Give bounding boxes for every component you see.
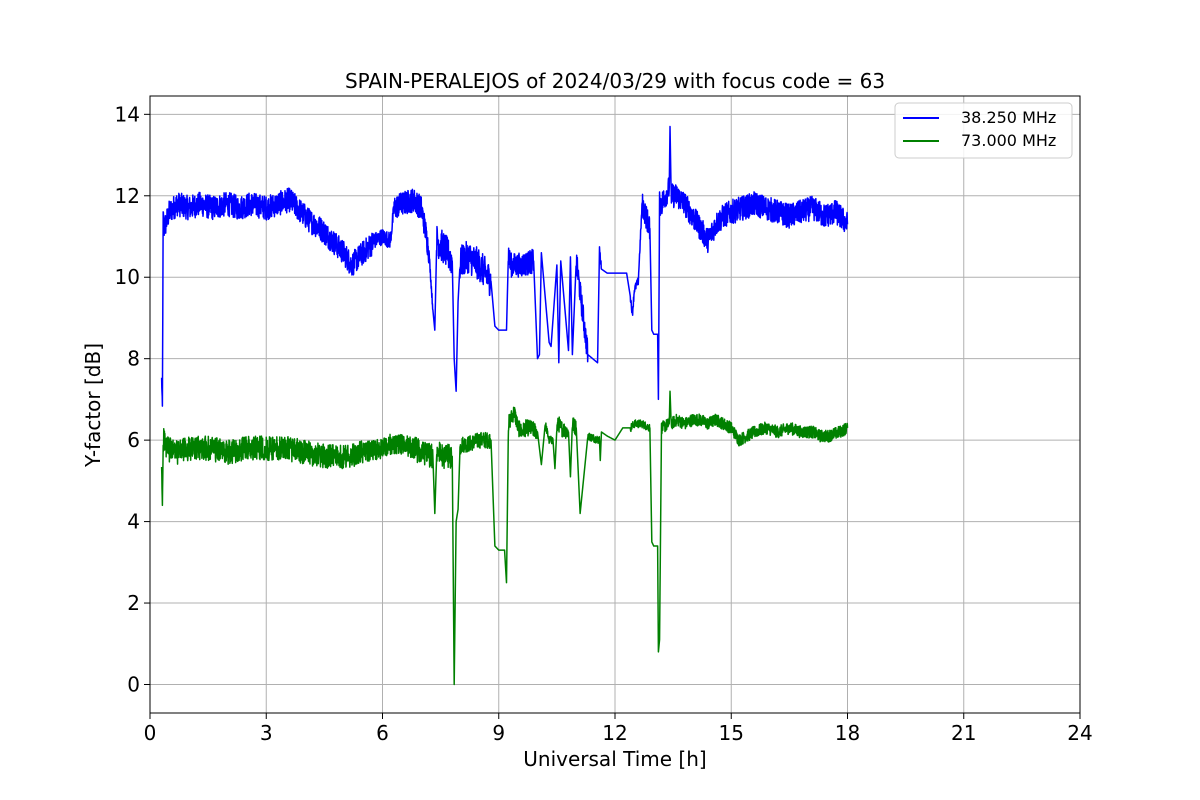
y-tick-label: 6 [127,428,140,452]
legend: 38.250 MHz 73.000 MHz [894,102,1073,159]
chart-title: SPAIN-PERALEJOS of 2024/03/29 with focus… [345,69,885,93]
y-tick-label: 10 [115,265,140,289]
series-group [160,125,849,686]
y-axis-title: Y-factor [dB] [81,343,105,468]
y-tick-label: 8 [127,347,140,371]
y-tick-label: 2 [127,591,140,615]
legend-label-38mhz: 38.250 MHz [961,108,1056,127]
x-tick-label: 24 [1067,721,1092,745]
y-tick-label: 12 [115,184,140,208]
legend-label-73mhz: 73.000 MHz [961,131,1056,150]
x-tick-label: 15 [719,721,744,745]
x-tick-label: 18 [835,721,860,745]
y-tick-label: 0 [127,672,140,696]
x-tick-label: 3 [260,721,273,745]
legend-box [894,102,1073,159]
x-axis-title: Universal Time [h] [523,747,706,771]
series-line-0 [160,125,849,407]
x-tick-label: 12 [602,721,627,745]
x-tick-label: 0 [144,721,157,745]
series-line-1 [160,390,849,686]
y-tick-label: 14 [115,102,140,126]
x-tick-label: 21 [951,721,976,745]
x-tick-label: 9 [492,721,505,745]
y-tick-label: 4 [127,510,140,534]
x-tick-label: 6 [376,721,389,745]
